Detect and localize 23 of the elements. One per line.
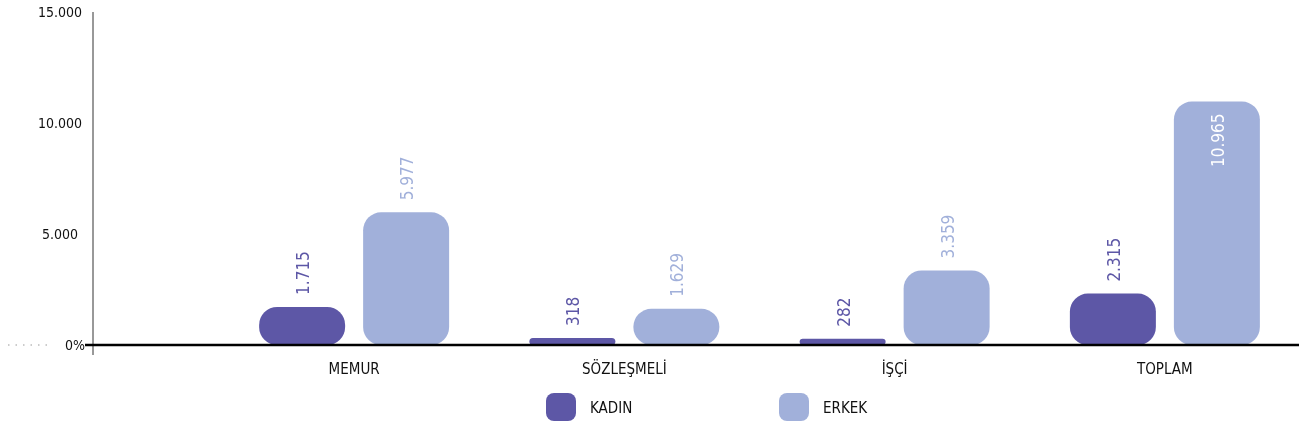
bar <box>903 270 990 345</box>
bar <box>363 212 450 345</box>
data-label: 318 <box>563 296 584 326</box>
data-label: 1.715 <box>293 251 314 295</box>
legend-label: ERKEK <box>823 399 869 418</box>
legend-label: KADIN <box>590 399 633 418</box>
y-tick-label: 10.000 <box>37 114 83 131</box>
bar <box>1173 101 1260 345</box>
x-tick-label: TOPLAM <box>1136 360 1193 378</box>
x-tick-label: SÖZLEŞMELİ <box>582 359 667 378</box>
bar <box>1069 293 1156 345</box>
data-label: 282 <box>833 297 854 327</box>
data-label: 3.359 <box>937 214 958 259</box>
y-tick-label: 5.000 <box>41 225 79 242</box>
data-label: 2.315 <box>1103 237 1124 282</box>
bar <box>259 306 346 345</box>
y-tick-label: 15.000 <box>37 3 83 20</box>
data-label: 5.977 <box>397 156 418 201</box>
data-label: 10.965 <box>1207 113 1228 168</box>
x-tick-label: İŞÇİ <box>881 359 908 378</box>
x-tick-label: MEMUR <box>328 360 380 378</box>
y-tick-label: 0% <box>65 336 86 353</box>
data-label: 1.629 <box>667 253 688 297</box>
